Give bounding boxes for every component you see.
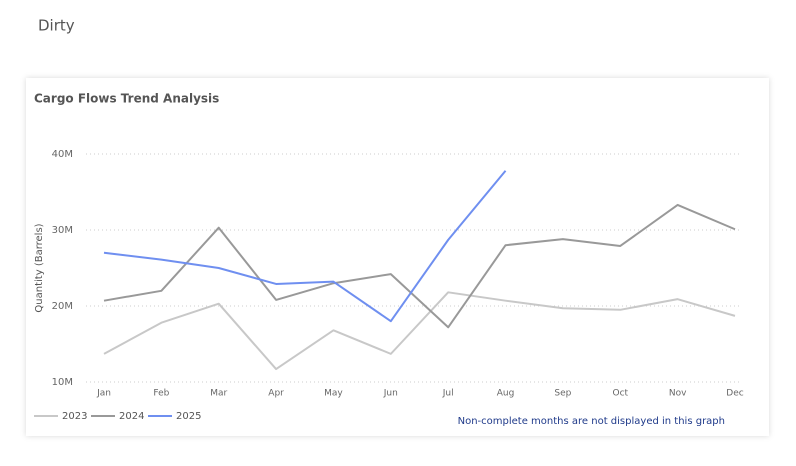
x-tick-label: Apr [268,389,284,399]
y-tick-label: 10M [52,377,73,388]
x-tick-label: Dec [726,389,743,399]
x-tick-label: Sep [554,389,571,399]
x-tick-label: Jul [442,389,454,399]
page-title: Dirty [38,17,75,35]
x-tick-label: May [324,389,343,399]
line-2023 [103,291,736,371]
y-tick-label: 20M [52,301,73,312]
y-axis-label: Quantity (Barrels) [34,223,45,312]
line-2024 [103,203,736,329]
card [26,78,769,436]
x-tick-label: Jun [383,389,398,399]
x-tick-label: Jan [96,389,111,399]
y-tick-label: 30M [52,225,73,236]
y-tick-label: 40M [52,149,73,160]
note: Non-complete months are not displayed in… [458,416,725,427]
legend-label: 2024 [119,411,144,422]
x-tick-label: Aug [497,389,515,399]
legend-label: 2025 [176,411,201,422]
x-tick-label: Nov [669,389,687,399]
legend-label: 2023 [62,411,87,422]
line-2025 [103,170,507,323]
chart-title: Cargo Flows Trend Analysis [34,92,219,106]
x-tick-label: Feb [153,389,169,399]
x-tick-label: Mar [210,389,227,399]
x-tick-label: Oct [612,389,628,399]
